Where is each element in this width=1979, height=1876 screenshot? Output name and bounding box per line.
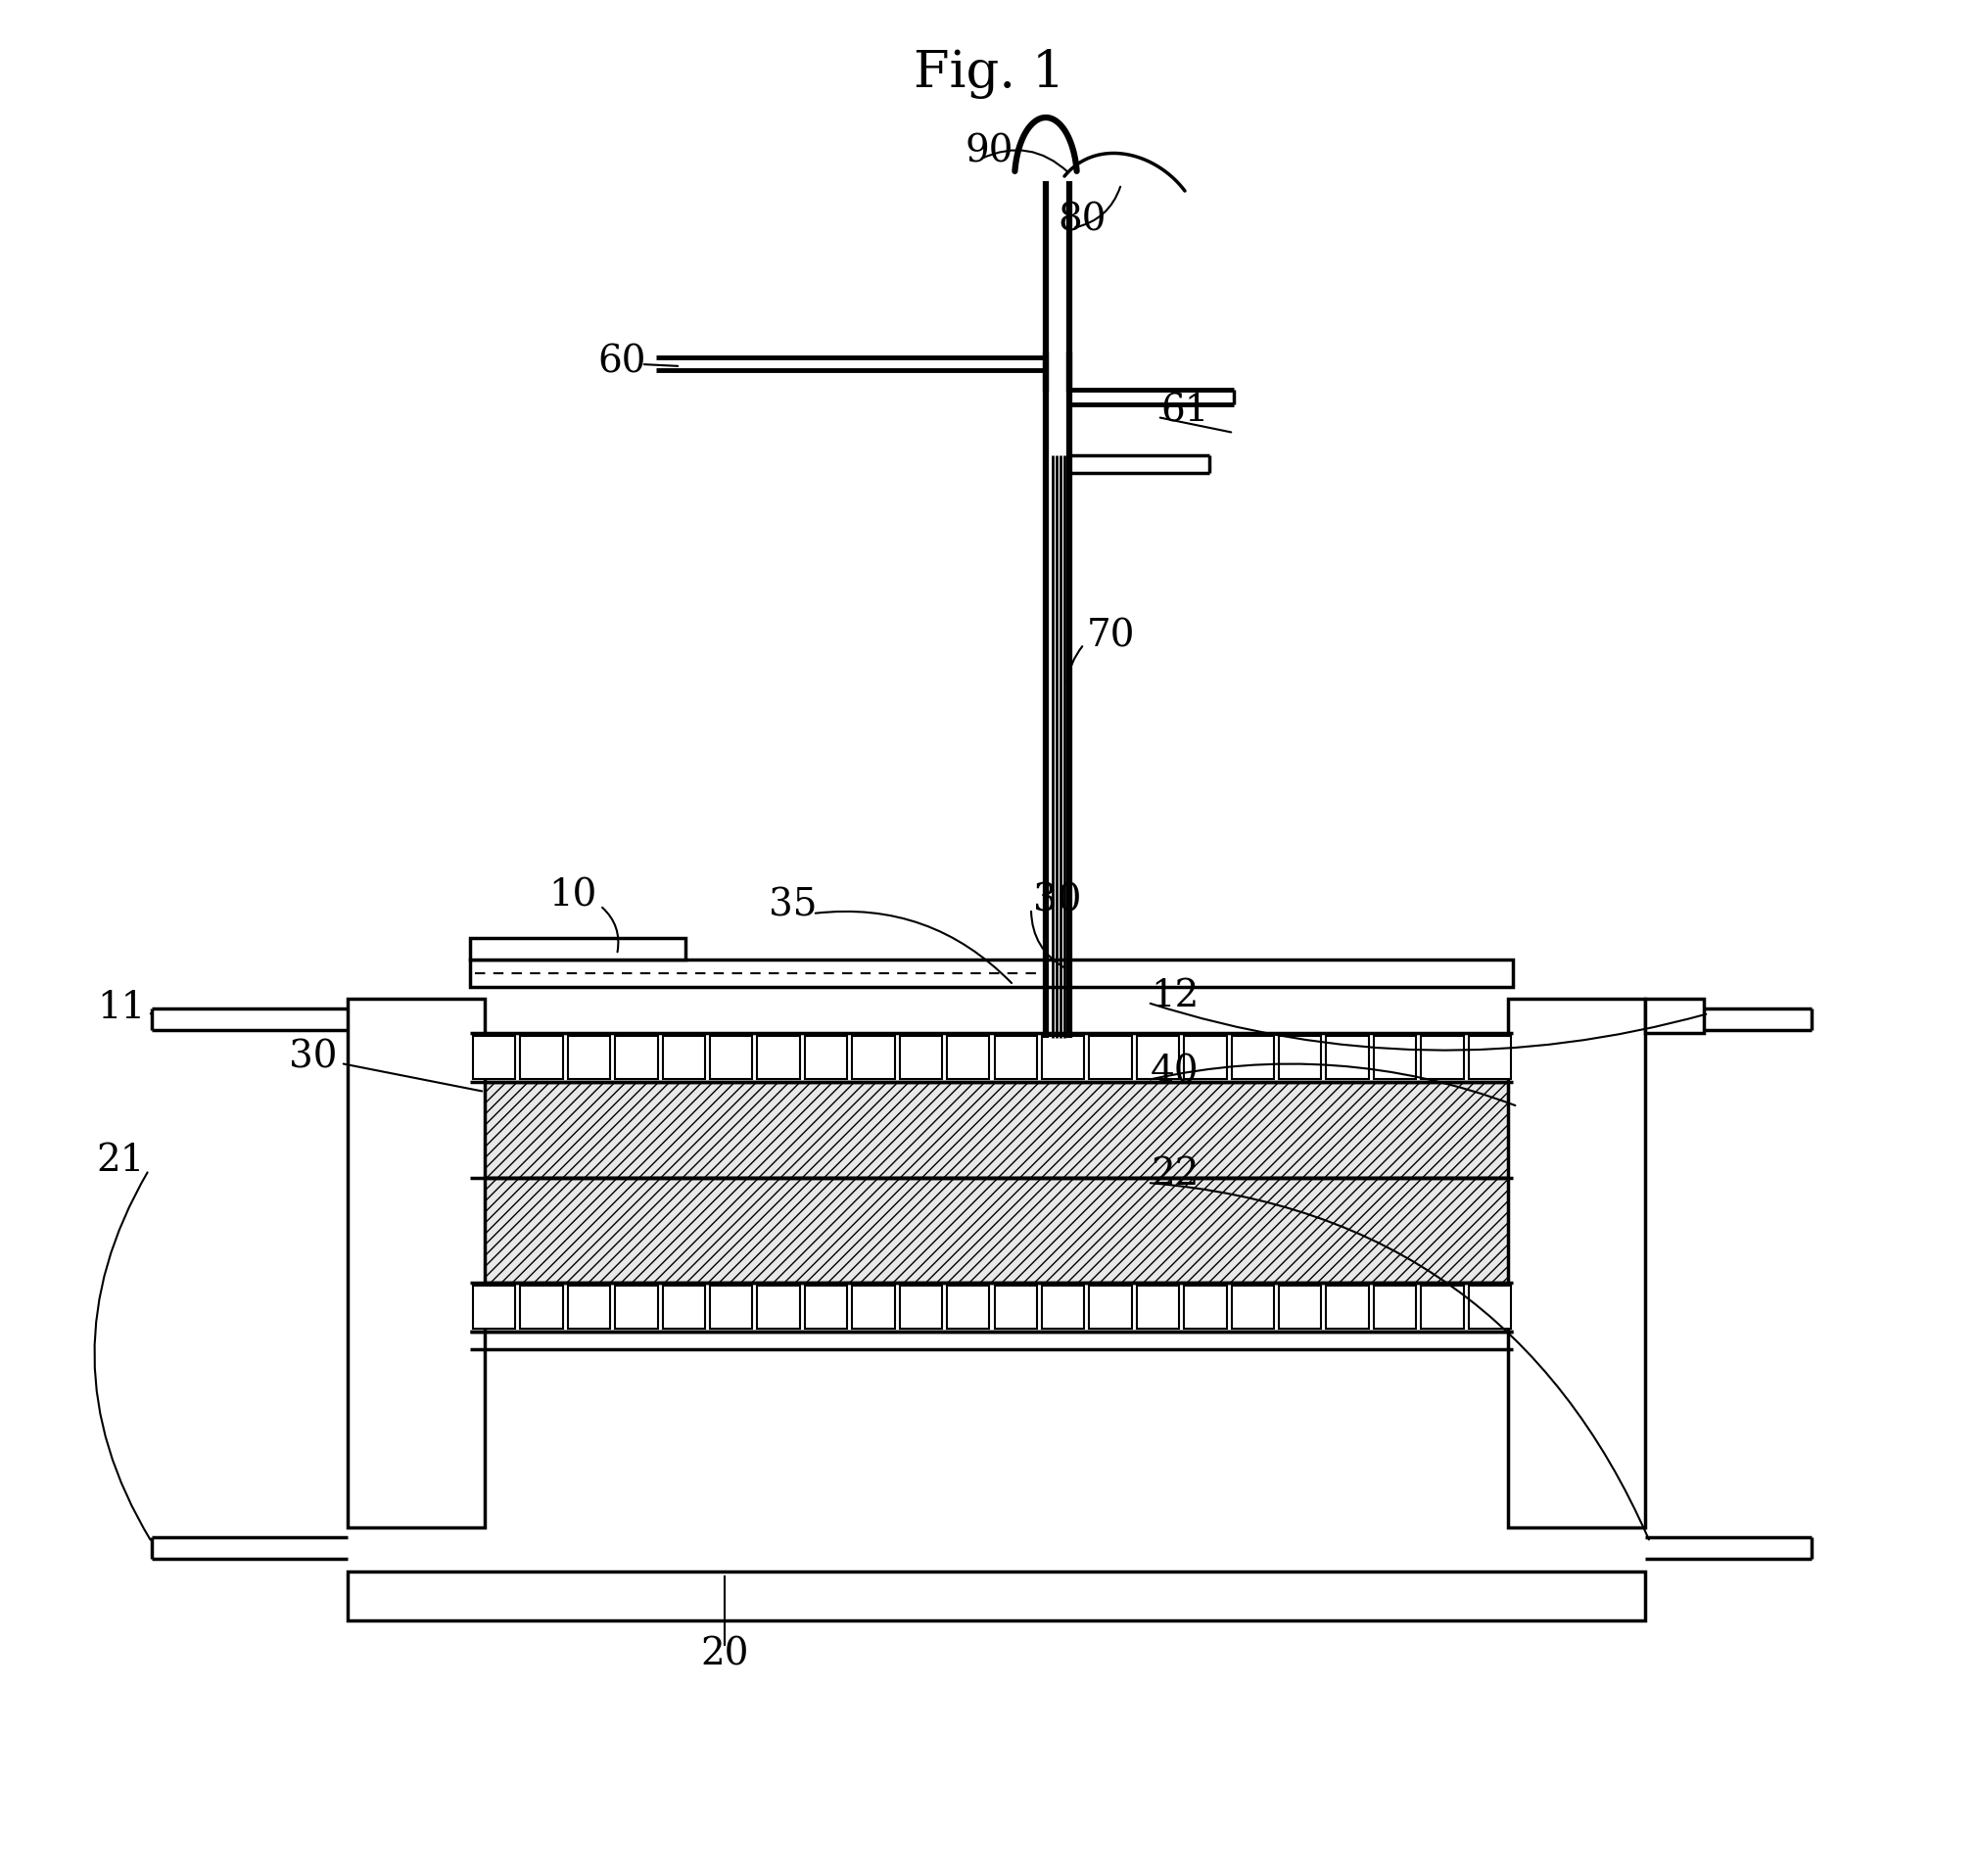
Bar	[1645, 998, 1704, 1034]
Bar	[471, 1082, 1512, 1178]
Bar	[1041, 1285, 1084, 1328]
Bar	[1326, 1285, 1369, 1328]
Bar	[1041, 1036, 1084, 1079]
Bar	[1326, 1036, 1369, 1079]
Text: 10: 10	[548, 878, 598, 914]
Text: 80: 80	[1059, 203, 1106, 238]
Text: 40: 40	[1150, 1054, 1199, 1090]
Bar	[1421, 1036, 1464, 1079]
Bar	[758, 1285, 800, 1328]
Bar	[615, 1285, 657, 1328]
Bar	[1468, 1285, 1510, 1328]
Bar	[663, 1036, 705, 1079]
Bar	[758, 1036, 800, 1079]
Text: 20: 20	[701, 1636, 748, 1673]
Bar	[1231, 1036, 1274, 1079]
Bar	[710, 1036, 752, 1079]
Bar	[471, 959, 1512, 987]
Text: 30: 30	[289, 1039, 338, 1075]
Bar	[1508, 998, 1645, 1527]
Bar	[1373, 1285, 1417, 1328]
Text: 22: 22	[1150, 1157, 1199, 1193]
Bar	[853, 1285, 895, 1328]
Bar	[1183, 1036, 1227, 1079]
Bar	[1468, 1036, 1510, 1079]
Bar	[348, 998, 485, 1527]
Bar	[568, 1285, 610, 1328]
Bar	[805, 1285, 847, 1328]
Bar	[1278, 1036, 1322, 1079]
Bar	[471, 938, 685, 959]
Bar	[1136, 1285, 1179, 1328]
Bar	[615, 1036, 657, 1079]
Text: Fig. 1: Fig. 1	[914, 49, 1065, 98]
Bar	[348, 1572, 1645, 1621]
Text: 90: 90	[966, 133, 1013, 171]
Text: 70: 70	[1086, 619, 1136, 655]
Bar	[710, 1285, 752, 1328]
Bar	[568, 1036, 610, 1079]
Text: 11: 11	[97, 991, 144, 1026]
Bar	[473, 1285, 515, 1328]
Text: 12: 12	[1150, 979, 1199, 1015]
Text: 30: 30	[1033, 884, 1083, 919]
Bar	[993, 1036, 1037, 1079]
Text: 21: 21	[97, 1142, 144, 1178]
Bar	[900, 1036, 942, 1079]
Bar	[948, 1285, 990, 1328]
Bar	[1278, 1285, 1322, 1328]
Bar	[900, 1285, 942, 1328]
Bar	[1183, 1285, 1227, 1328]
Text: 35: 35	[770, 887, 817, 923]
Bar	[520, 1036, 562, 1079]
Bar	[1088, 1036, 1132, 1079]
Bar	[993, 1285, 1037, 1328]
Bar	[948, 1036, 990, 1079]
Text: 61: 61	[1160, 394, 1209, 430]
Bar	[473, 1036, 515, 1079]
Bar	[471, 1178, 1512, 1283]
Text: 60: 60	[598, 343, 647, 381]
Bar	[1136, 1036, 1179, 1079]
Bar	[853, 1036, 895, 1079]
Bar	[1231, 1285, 1274, 1328]
Bar	[1373, 1036, 1417, 1079]
Bar	[520, 1285, 562, 1328]
Bar	[1088, 1285, 1132, 1328]
Bar	[663, 1285, 705, 1328]
Bar	[1421, 1285, 1464, 1328]
Bar	[805, 1036, 847, 1079]
